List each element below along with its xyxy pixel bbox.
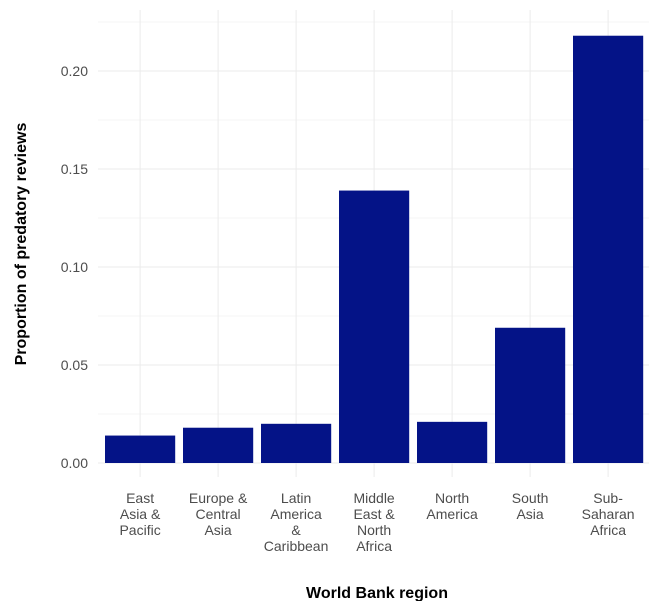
y-tick-label: 0.10	[61, 259, 88, 275]
bar	[339, 190, 410, 463]
x-tick-label: Latin America & Caribbean	[264, 490, 329, 554]
x-tick-label: East Asia & Pacific	[119, 490, 161, 538]
x-tick-label: North America	[426, 490, 478, 522]
y-axis-title: Proportion of predatory reviews	[13, 123, 30, 366]
y-tick-label: 0.20	[61, 63, 88, 79]
bar	[495, 327, 566, 463]
x-tick-label: Europe & Central Asia	[189, 490, 248, 538]
y-tick-label: 0.00	[61, 455, 88, 471]
bar	[261, 423, 332, 463]
bar	[183, 427, 254, 463]
bar	[105, 435, 176, 463]
x-axis-title: World Bank region	[306, 585, 448, 601]
y-axis-ticks: 0.00 0.05 0.10 0.15 0.20	[61, 63, 88, 471]
bar	[573, 35, 644, 463]
y-tick-label: 0.15	[61, 161, 88, 177]
x-tick-label: Middle East & North Africa	[353, 490, 395, 554]
x-axis-ticks: East Asia & Pacific Europe & Central Asia Lati…	[119, 490, 634, 554]
bar	[417, 421, 488, 463]
x-tick-label: South Asia	[512, 490, 549, 522]
x-tick-label: Sub-Saharan Africa	[582, 490, 635, 538]
bars	[105, 35, 644, 463]
y-tick-label: 0.05	[61, 357, 88, 373]
